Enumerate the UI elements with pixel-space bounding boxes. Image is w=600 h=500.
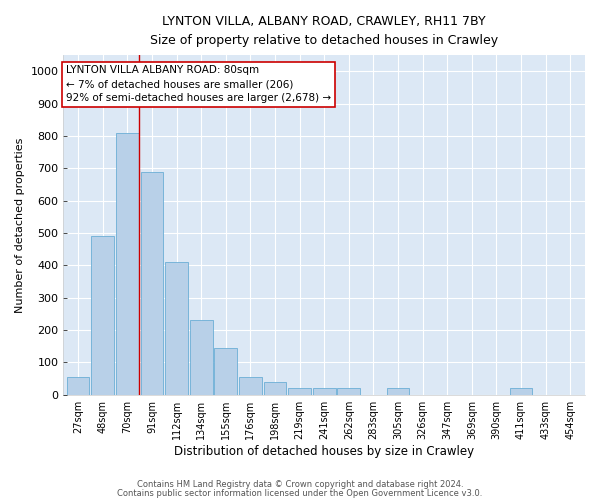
Bar [239,377,262,394]
Text: Contains public sector information licensed under the Open Government Licence v3: Contains public sector information licen… [118,489,482,498]
Y-axis label: Number of detached properties: Number of detached properties [15,137,25,312]
Bar [263,382,286,394]
Bar [190,320,212,394]
Bar [140,172,163,394]
Bar [165,262,188,394]
Text: LYNTON VILLA ALBANY ROAD: 80sqm
← 7% of detached houses are smaller (206)
92% of: LYNTON VILLA ALBANY ROAD: 80sqm ← 7% of … [66,66,331,104]
Bar [510,388,532,394]
Bar [116,132,139,394]
Bar [67,377,89,394]
Bar [337,388,360,394]
Bar [288,388,311,394]
X-axis label: Distribution of detached houses by size in Crawley: Distribution of detached houses by size … [174,444,474,458]
Text: Contains HM Land Registry data © Crown copyright and database right 2024.: Contains HM Land Registry data © Crown c… [137,480,463,489]
Title: LYNTON VILLA, ALBANY ROAD, CRAWLEY, RH11 7BY
Size of property relative to detach: LYNTON VILLA, ALBANY ROAD, CRAWLEY, RH11… [150,15,498,47]
Bar [313,388,335,394]
Bar [386,388,409,394]
Bar [91,236,114,394]
Bar [214,348,237,395]
